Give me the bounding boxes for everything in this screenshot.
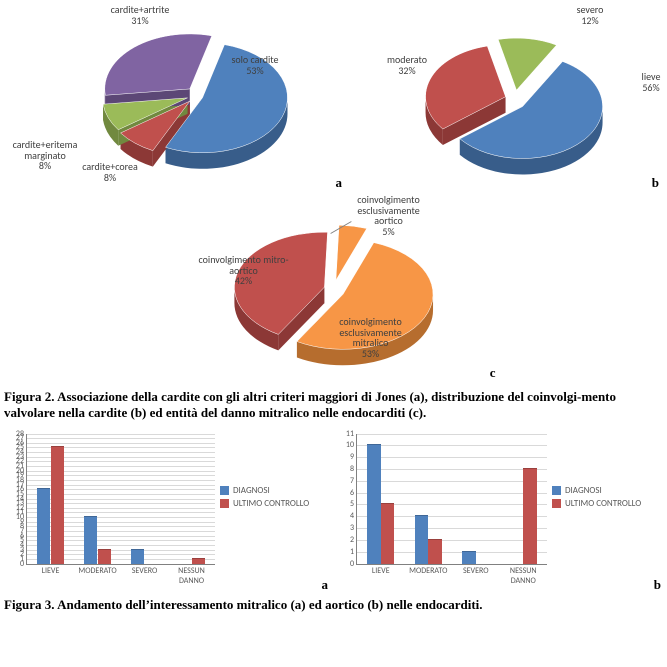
figure-3-caption: Figura 3. Andamento dell’interessamento … <box>0 595 667 615</box>
pie-slice-label: moderato32% <box>362 55 452 76</box>
panel-letter: c <box>490 365 496 381</box>
bar <box>51 446 64 563</box>
pie-slice-label: coinvolgimento esclusivamente mitralico5… <box>326 317 416 359</box>
pie-slice-label: lieve56% <box>606 72 667 93</box>
pie-chart-b: lieve56% moderato32% severo12% b <box>350 0 667 195</box>
pie-slice-label: solo cardite53% <box>210 55 300 76</box>
pie-slice-label: severo12% <box>545 5 635 26</box>
pie-slice-label: coinvolgimento esclusivamente aortico5% <box>344 195 434 237</box>
bar <box>37 488 50 563</box>
pie-chart-c: coinvolgimento esclusivamente mitralico5… <box>164 195 504 385</box>
figure-2-caption: Figura 2. Associazione della cardite con… <box>0 385 667 424</box>
bar <box>381 503 394 563</box>
bar <box>462 551 475 564</box>
panel-letter: b <box>654 577 661 593</box>
chart-legend: DIAGNOSIULTIMO CONTROLLO <box>220 483 309 511</box>
pie-slice-label: cardite+eritema marginato8% <box>0 140 90 172</box>
chart-legend: DIAGNOSIULTIMO CONTROLLO <box>552 483 641 511</box>
bar <box>131 549 144 564</box>
pie-slice-label: cardite+artrite31% <box>95 5 185 26</box>
bar <box>428 539 441 564</box>
pie-slice-label: coinvolgimento mitro-aortico42% <box>199 255 289 287</box>
pie-chart-a: solo cardite53%cardite+corea8%cardite+er… <box>0 0 350 195</box>
bar <box>98 549 111 564</box>
panel-letter: a <box>322 577 329 593</box>
bar <box>523 468 536 564</box>
bar <box>415 515 428 563</box>
panel-letter: a <box>336 175 343 191</box>
bar-chart-b: 01234567891011LIEVEMODERATOSEVERONESSUN … <box>334 430 667 595</box>
bar-chart-a: 0123456789101112131415161718192021222324… <box>0 430 334 595</box>
bar <box>84 516 97 563</box>
bar <box>367 444 380 563</box>
panel-letter: b <box>652 175 659 191</box>
